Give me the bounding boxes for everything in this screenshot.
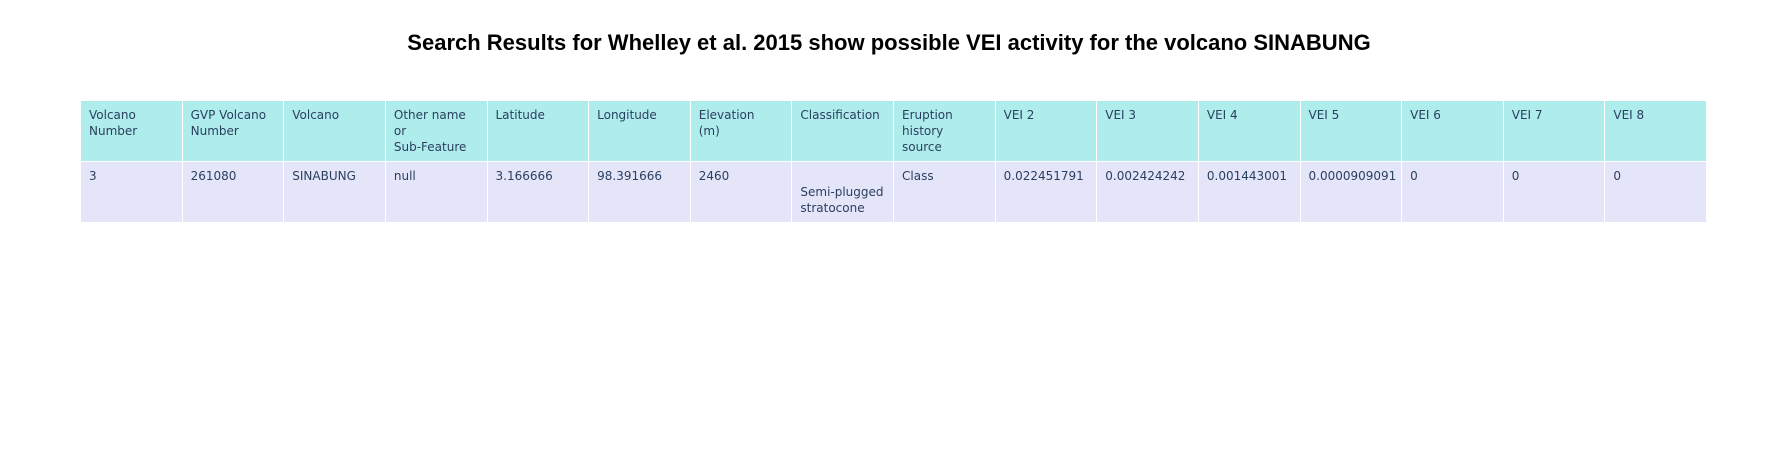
cell-longitude: 98.391666 [588,161,691,223]
cell-vei-5: 0.0000909091 [1299,161,1403,223]
header-vei-4: VEI 4 [1197,100,1301,162]
header-volcano-number: Volcano Number [80,100,183,162]
header-vei-8: VEI 8 [1604,100,1707,162]
header-vei-2: VEI 2 [994,100,1098,162]
cell-eruption-history-source: Class [893,161,996,223]
cell-vei-3: 0.002424242 [1096,161,1199,223]
cell-elevation: 2460 [689,161,793,223]
cell-latitude: 3.166666 [486,161,590,223]
results-table: Volcano Number GVP Volcano Number Volcan… [80,100,1707,223]
cell-vei-6: 0 [1401,161,1504,223]
header-vei-7: VEI 7 [1502,100,1606,162]
cell-classification: Semi-plugged stratocone [791,161,894,223]
cell-volcano-number: 3 [80,161,183,223]
header-other-name: Other name or Sub-Feature [384,100,488,162]
chart-title: Search Results for Whelley et al. 2015 s… [407,30,1371,55]
cell-vei-4: 0.001443001 [1197,161,1301,223]
header-row: Volcano Number GVP Volcano Number Volcan… [80,100,1707,162]
cell-vei-2: 0.022451791 [994,161,1098,223]
header-gvp-volcano-number: GVP Volcano Number [181,100,285,162]
cell-gvp-volcano-number: 261080 [181,161,285,223]
header-volcano: Volcano [283,100,386,162]
header-vei-6: VEI 6 [1401,100,1504,162]
cell-other-name: null [384,161,488,223]
cell-vei-7: 0 [1502,161,1606,223]
header-classification: Classification [791,100,894,162]
cell-volcano: SINABUNG [283,161,386,223]
header-elevation: Elevation (m) [689,100,793,162]
header-vei-5: VEI 5 [1299,100,1403,162]
header-eruption-history-source: Eruption history source [893,100,996,162]
header-vei-3: VEI 3 [1096,100,1199,162]
header-longitude: Longitude [588,100,691,162]
cell-vei-8: 0 [1604,161,1707,223]
header-latitude: Latitude [486,100,590,162]
table-row: 3 261080 SINABUNG null 3.166666 98.39166… [80,161,1707,223]
